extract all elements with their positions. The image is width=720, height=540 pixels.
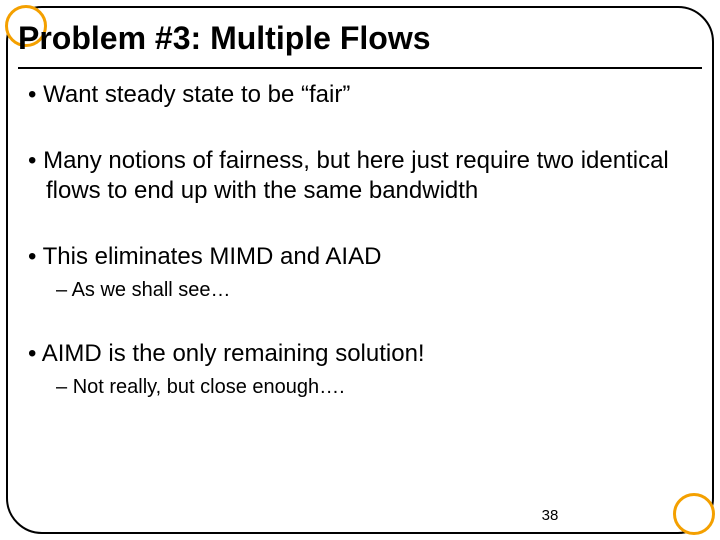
bullet-item: AIMD is the only remaining solution! (28, 339, 692, 369)
sub-bullet-item: Not really, but close enough…. (56, 375, 692, 400)
slide-title: Problem #3: Multiple Flows (18, 20, 702, 57)
bullet-item: This eliminates MIMD and AIAD (28, 242, 692, 272)
page-number: 38 (0, 507, 720, 524)
bullet-item: Many notions of fairness, but here just … (28, 146, 692, 206)
title-area: Problem #3: Multiple Flows (18, 14, 702, 69)
sub-bullet-item: As we shall see… (56, 278, 692, 303)
slide-content: Want steady state to be “fair” Many noti… (28, 80, 692, 500)
bullet-item: Want steady state to be “fair” (28, 80, 692, 110)
